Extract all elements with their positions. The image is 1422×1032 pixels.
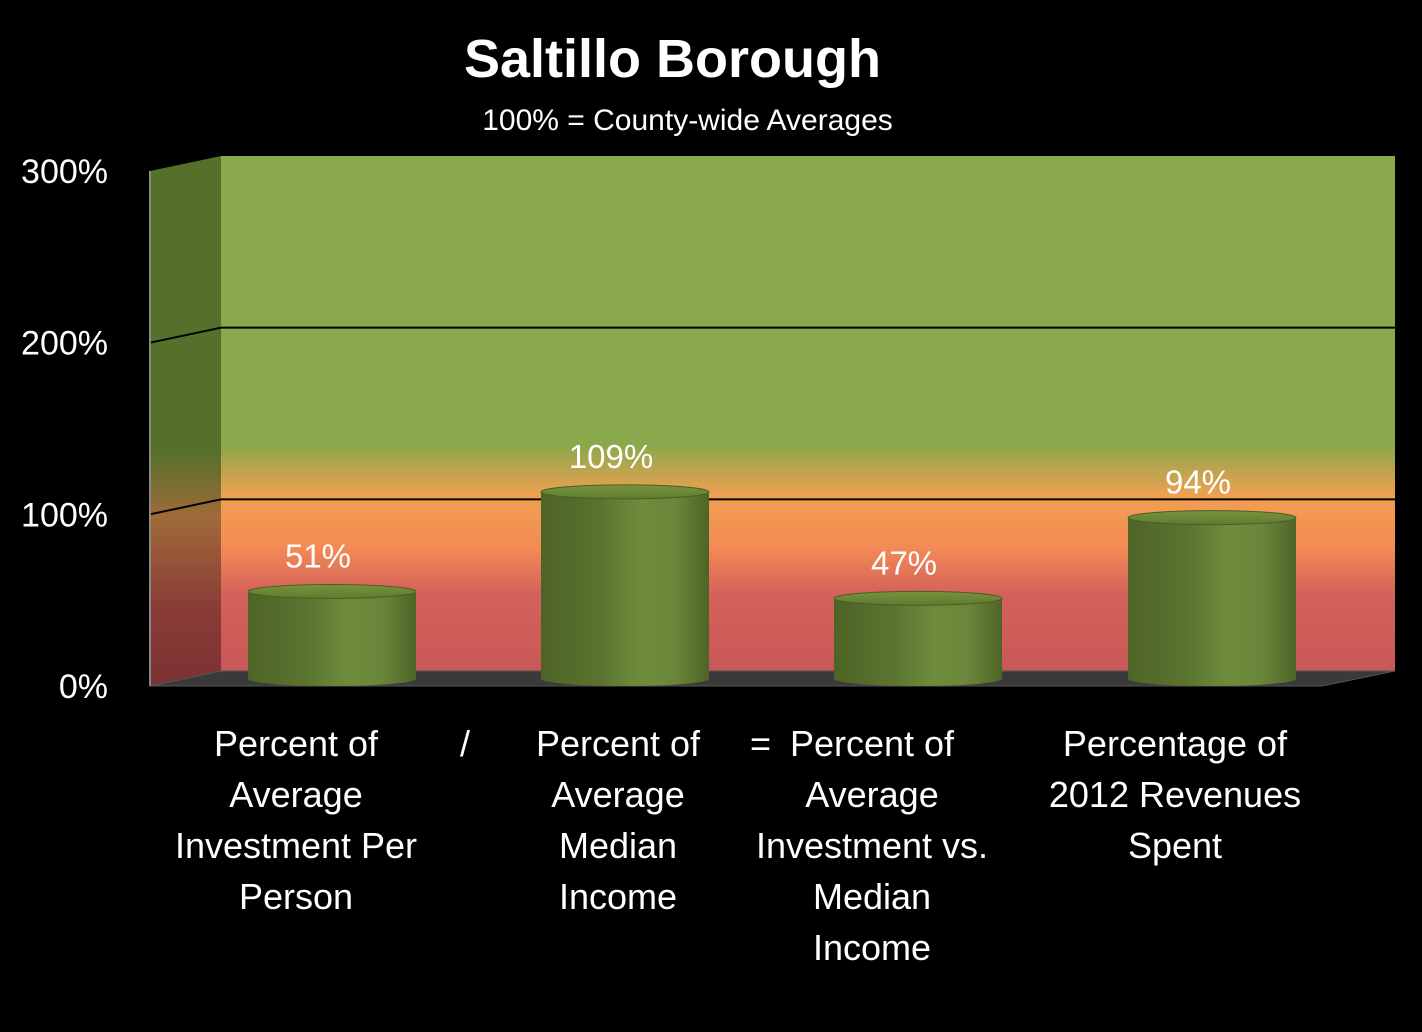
bar-cap <box>833 590 1003 606</box>
operator-equals: = <box>750 723 772 764</box>
bar-body <box>1128 517 1296 686</box>
category-label-3: Percent of Average Investment vs. Median… <box>755 723 989 968</box>
bar-body <box>541 491 709 686</box>
chart-title: Saltillo Borough <box>464 29 881 89</box>
data-label: 109% <box>569 438 653 475</box>
y-tick-label: 200% <box>21 325 108 363</box>
data-label: 51% <box>285 537 351 574</box>
bar-cap <box>540 484 710 500</box>
bar-3 <box>833 590 1003 686</box>
floor <box>149 670 1396 687</box>
bar-1 <box>247 583 417 686</box>
category-label-2: Percent of Average Median Income <box>535 723 701 917</box>
category-label-4: Percentage of 2012 Revenues Spent <box>1048 723 1302 866</box>
category-label-1: Percent of Average Investment Per Person <box>174 723 418 917</box>
y-tick-label: 100% <box>21 496 108 534</box>
bar-cap <box>247 583 417 599</box>
y-tick-label: 300% <box>21 153 108 191</box>
chart-subtitle: 100% = County-wide Averages <box>482 104 893 137</box>
bar-body <box>834 598 1002 686</box>
data-label: 47% <box>871 544 937 581</box>
data-label: 94% <box>1165 464 1231 501</box>
side-wall <box>150 156 221 686</box>
gridline-side <box>149 498 222 516</box>
bar-body <box>248 591 416 686</box>
y-tick-label: 0% <box>59 668 108 706</box>
gridline-side <box>149 326 222 344</box>
operator-divide: / <box>460 723 471 764</box>
bar-cap <box>1127 510 1297 526</box>
bar-4 <box>1127 510 1297 686</box>
bar-2 <box>540 484 710 686</box>
